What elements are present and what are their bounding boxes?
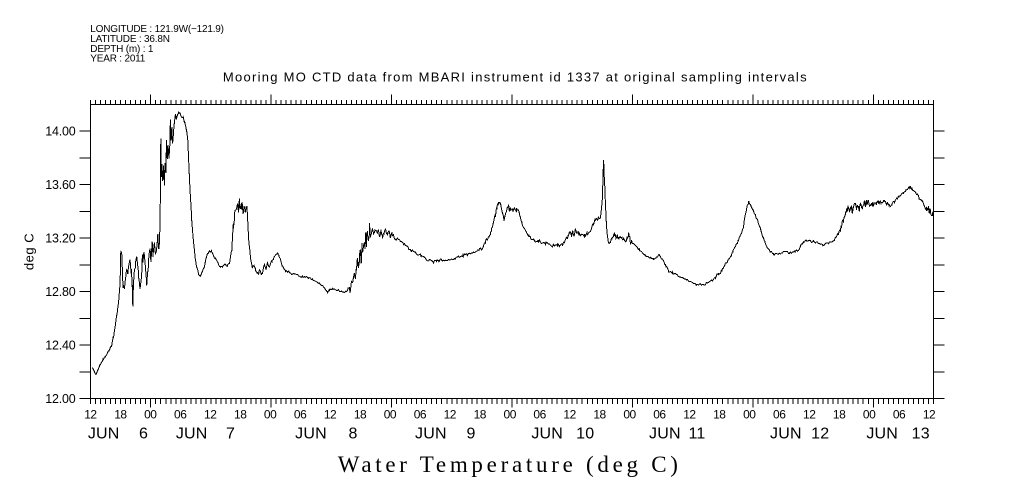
- svg-text:00: 00: [144, 408, 157, 422]
- svg-text:18: 18: [234, 408, 247, 422]
- svg-text:JUN: JUN: [770, 426, 802, 443]
- svg-text:18: 18: [114, 408, 127, 422]
- svg-text:JUN: JUN: [88, 426, 120, 443]
- svg-text:18: 18: [354, 408, 367, 422]
- svg-text:14.00: 14.00: [45, 125, 76, 139]
- svg-text:12: 12: [563, 408, 576, 422]
- svg-text:10: 10: [576, 426, 594, 443]
- svg-text:00: 00: [623, 408, 636, 422]
- svg-text:12: 12: [811, 426, 829, 443]
- svg-text:LONGITUDE : 121.9W(−121.9): LONGITUDE : 121.9W(−121.9): [90, 24, 223, 35]
- svg-text:7: 7: [226, 426, 235, 443]
- svg-text:Water Temperature (deg C): Water Temperature (deg C): [338, 452, 682, 477]
- svg-text:JUN: JUN: [866, 426, 898, 443]
- svg-text:18: 18: [713, 408, 726, 422]
- svg-text:12.00: 12.00: [45, 392, 76, 406]
- svg-text:8: 8: [348, 426, 357, 443]
- svg-text:00: 00: [743, 408, 756, 422]
- svg-text:JUN: JUN: [415, 426, 447, 443]
- svg-text:Mooring MO CTD data from MBARI: Mooring MO CTD data from MBARI instrumen…: [223, 70, 808, 85]
- svg-text:06: 06: [653, 408, 666, 422]
- svg-text:00: 00: [863, 408, 876, 422]
- svg-text:00: 00: [504, 408, 517, 422]
- svg-text:11: 11: [688, 426, 705, 443]
- svg-text:DEPTH (m) : 1: DEPTH (m) : 1: [90, 44, 154, 55]
- svg-text:13.20: 13.20: [45, 232, 76, 246]
- svg-text:06: 06: [893, 408, 906, 422]
- svg-text:JUN: JUN: [176, 426, 208, 443]
- svg-text:18: 18: [593, 408, 606, 422]
- svg-text:LATITUDE : 36.8N: LATITUDE : 36.8N: [90, 34, 169, 45]
- svg-text:6: 6: [139, 426, 148, 443]
- svg-text:18: 18: [474, 408, 487, 422]
- svg-text:00: 00: [264, 408, 277, 422]
- svg-text:13.60: 13.60: [45, 178, 76, 192]
- svg-text:12: 12: [444, 408, 457, 422]
- svg-text:06: 06: [533, 408, 546, 422]
- svg-text:JUN: JUN: [649, 426, 681, 443]
- svg-text:12.80: 12.80: [45, 285, 76, 299]
- svg-text:YEAR : 2011: YEAR : 2011: [90, 54, 146, 65]
- svg-text:18: 18: [833, 408, 846, 422]
- svg-text:9: 9: [466, 426, 475, 443]
- svg-text:JUN: JUN: [295, 426, 327, 443]
- svg-text:12: 12: [683, 408, 696, 422]
- svg-text:JUN: JUN: [531, 426, 563, 443]
- svg-text:12: 12: [324, 408, 337, 422]
- svg-text:deg C: deg C: [22, 233, 37, 270]
- svg-text:13: 13: [912, 426, 930, 443]
- svg-text:06: 06: [294, 408, 307, 422]
- svg-text:12.40: 12.40: [45, 338, 76, 352]
- svg-text:12: 12: [84, 408, 97, 422]
- svg-text:12: 12: [803, 408, 816, 422]
- svg-text:00: 00: [384, 408, 397, 422]
- svg-text:12: 12: [204, 408, 217, 422]
- svg-text:06: 06: [174, 408, 187, 422]
- svg-text:06: 06: [773, 408, 786, 422]
- svg-text:12: 12: [923, 408, 936, 422]
- svg-text:06: 06: [414, 408, 427, 422]
